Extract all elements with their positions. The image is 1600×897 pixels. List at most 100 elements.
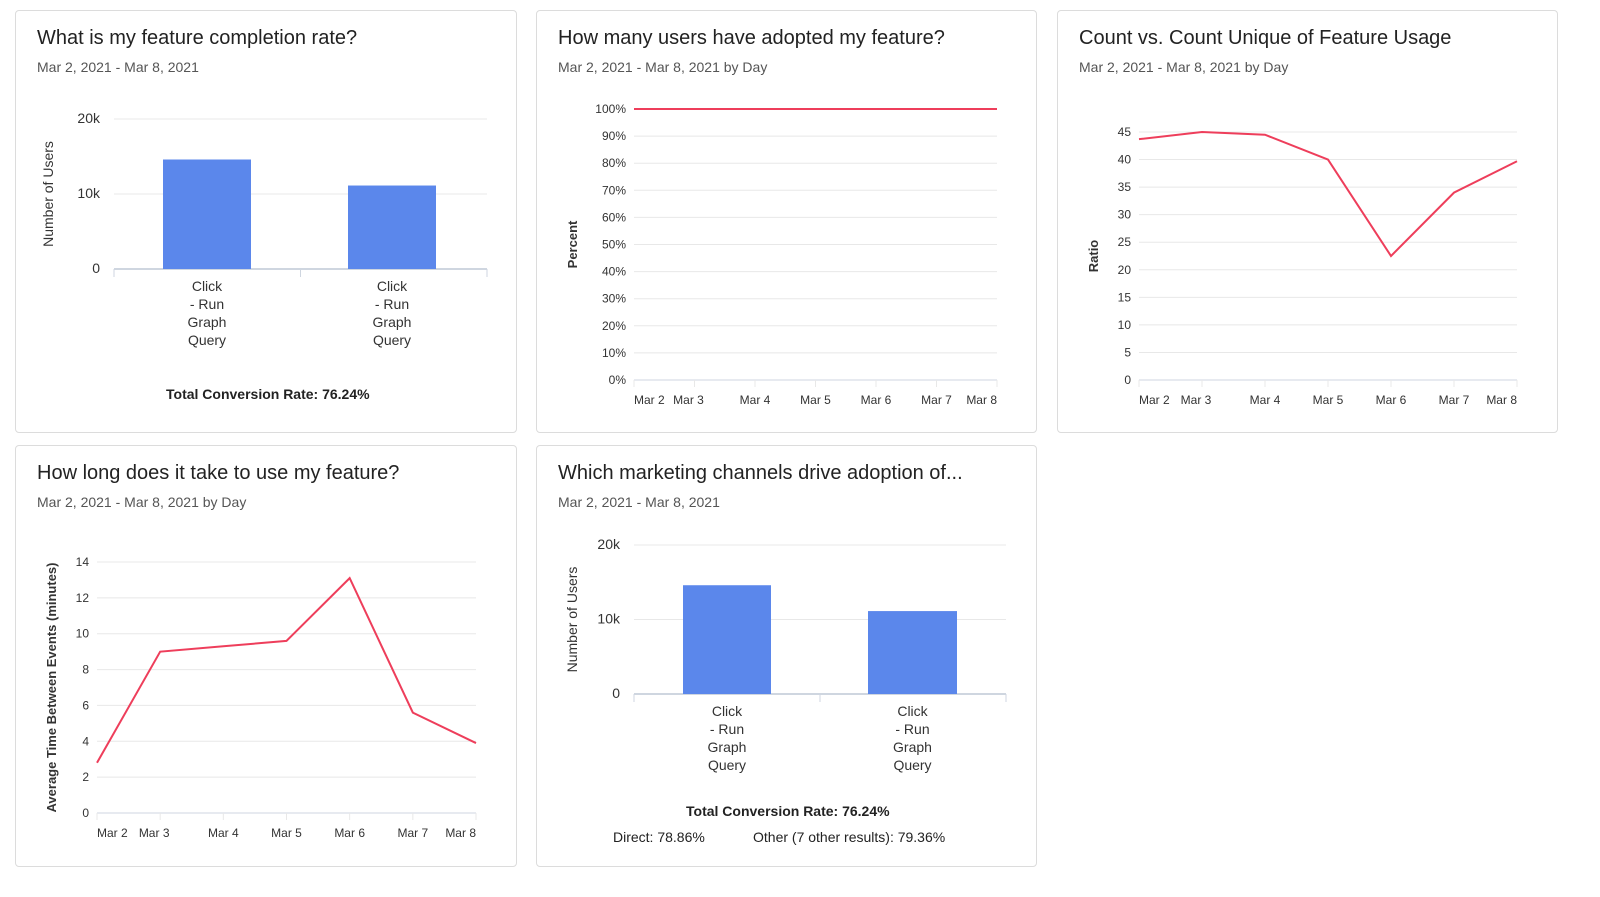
card-title[interactable]: How many users have adopted my feature? [558, 27, 945, 49]
y-axis-label: Percent [565, 220, 580, 268]
y-tick-label: 15 [1118, 290, 1132, 304]
y-tick-label: 2 [82, 770, 89, 784]
x-category-label: Graph [373, 314, 412, 330]
y-tick-label: 6 [82, 698, 89, 712]
y-tick-label: 100% [595, 102, 626, 116]
y-tick-label: 0 [1124, 373, 1131, 387]
card-completion-rate[interactable]: What is my feature completion rate? Mar … [15, 10, 517, 433]
y-tick-label: 12 [76, 591, 90, 605]
card-marketing-channels[interactable]: Which marketing channels drive adoption … [536, 445, 1037, 867]
x-category-label: Query [188, 332, 226, 348]
chart-time-to-use: 0 2 4 6 8 10 12 14 Average Time Between Events (… [44, 555, 477, 840]
x-tick-label: Mar 5 [271, 826, 302, 840]
x-category-label: - Run [710, 721, 744, 737]
y-tick-label: 25 [1118, 235, 1132, 249]
bar [683, 585, 771, 694]
y-tick-label: 20k [77, 110, 101, 126]
bar [348, 185, 436, 269]
y-tick-label: 70% [602, 183, 626, 197]
chart-count-vs-unique: 0 5 10 15 20 25 30 35 40 45 Ratio Mar 2 Mar 3 Mar 4 Ma… [1086, 125, 1518, 407]
y-tick-label: 10% [602, 346, 626, 360]
card-subtitle: Mar 2, 2021 - Mar 8, 2021 by Day [558, 59, 768, 75]
y-tick-label: 80% [602, 156, 626, 170]
card-time-to-use[interactable]: How long does it take to use my feature?… [15, 445, 517, 867]
card-title[interactable]: What is my feature completion rate? [37, 27, 358, 49]
card-subtitle: Mar 2, 2021 - Mar 8, 2021 [558, 494, 720, 510]
y-tick-label: 0 [92, 260, 100, 276]
x-tick-label: Mar 3 [1181, 393, 1212, 407]
y-axis-label: Ratio [1086, 240, 1101, 273]
card-title[interactable]: How long does it take to use my feature? [37, 462, 400, 484]
conversion-rate: Total Conversion Rate: 76.24% [686, 803, 890, 819]
conversion-rate: Total Conversion Rate: 76.24% [166, 386, 370, 402]
x-tick-label: Mar 2 [1139, 393, 1170, 407]
breakdown-other: Other (7 other results): 79.36% [753, 829, 946, 845]
y-axis-label: Average Time Between Events (minutes) [44, 563, 59, 813]
x-tick-label: Mar 5 [800, 393, 831, 407]
x-category-label: - Run [190, 296, 224, 312]
y-tick-label: 30% [602, 292, 626, 306]
y-tick-label: 20k [597, 536, 621, 552]
series-line [1138, 130, 1518, 258]
y-tick-label: 30 [1118, 208, 1132, 222]
x-category-label: Click [192, 278, 223, 294]
x-tick-label: Mar 8 [1486, 393, 1517, 407]
x-tick-label: Mar 8 [966, 393, 997, 407]
x-category-label: Query [373, 332, 411, 348]
x-category-label: Graph [188, 314, 227, 330]
x-tick-label: Mar 3 [139, 826, 170, 840]
breakdown-direct: Direct: 78.86% [613, 829, 705, 845]
x-tick-label: Mar 8 [445, 826, 476, 840]
series-line [96, 576, 477, 764]
x-tick-label: Mar 2 [634, 393, 665, 407]
x-category-label: - Run [375, 296, 409, 312]
x-tick-label: Mar 4 [740, 393, 771, 407]
x-tick-label: Mar 3 [673, 393, 704, 407]
x-tick-label: Mar 6 [1376, 393, 1407, 407]
x-tick-label: Mar 6 [334, 826, 365, 840]
x-tick-label: Mar 7 [1439, 393, 1470, 407]
y-tick-label: 35 [1118, 180, 1132, 194]
y-tick-label: 10 [76, 627, 90, 641]
y-tick-label: 0 [612, 685, 620, 701]
card-subtitle: Mar 2, 2021 - Mar 8, 2021 by Day [1079, 59, 1289, 75]
y-tick-label: 40 [1118, 153, 1132, 167]
y-axis-label: Number of Users [564, 567, 580, 673]
chart-completion-rate: 0 10k 20k Number of Users Click - Run Graph Que… [40, 110, 488, 348]
y-tick-label: 14 [76, 555, 90, 569]
card-subtitle: Mar 2, 2021 - Mar 8, 2021 [37, 59, 199, 75]
bar [163, 159, 251, 269]
x-category-label: Click [712, 703, 743, 719]
y-tick-label: 4 [82, 734, 89, 748]
x-category-label: Click [377, 278, 408, 294]
y-tick-label: 0% [609, 373, 627, 387]
y-tick-label: 8 [82, 663, 89, 677]
x-category-label: Query [893, 757, 931, 773]
x-tick-label: Mar 2 [97, 826, 128, 840]
x-category-label: Graph [893, 739, 932, 755]
x-tick-label: Mar 7 [921, 393, 952, 407]
chart-marketing-channels: 0 10k 20k Number of Users Click - Run Graph Que… [564, 536, 1007, 773]
chart-adoption: 0% 10% 20% 30% 40% 50% 60% 70% 80% 90% 100% Percent… [565, 102, 998, 407]
y-tick-label: 50% [602, 238, 626, 252]
y-tick-label: 10 [1118, 318, 1132, 332]
card-title[interactable]: Count vs. Count Unique of Feature Usage [1079, 27, 1452, 49]
x-tick-label: Mar 6 [861, 393, 892, 407]
y-tick-label: 20 [1118, 263, 1132, 277]
y-tick-label: 60% [602, 210, 626, 224]
y-tick-label: 10k [597, 611, 621, 627]
y-tick-label: 0 [82, 806, 89, 820]
x-tick-label: Mar 4 [208, 826, 239, 840]
bar [868, 611, 957, 694]
y-tick-label: 45 [1118, 125, 1132, 139]
card-count-vs-unique[interactable]: Count vs. Count Unique of Feature Usage … [1057, 10, 1558, 433]
y-tick-label: 10k [77, 185, 101, 201]
x-tick-label: Mar 5 [1313, 393, 1344, 407]
y-tick-label: 20% [602, 319, 626, 333]
y-axis-label: Number of Users [40, 141, 56, 247]
card-adoption[interactable]: How many users have adopted my feature? … [536, 10, 1037, 433]
x-category-label: Query [708, 757, 746, 773]
card-title[interactable]: Which marketing channels drive adoption … [558, 462, 963, 484]
y-tick-label: 5 [1124, 345, 1131, 359]
x-tick-label: Mar 4 [1250, 393, 1281, 407]
